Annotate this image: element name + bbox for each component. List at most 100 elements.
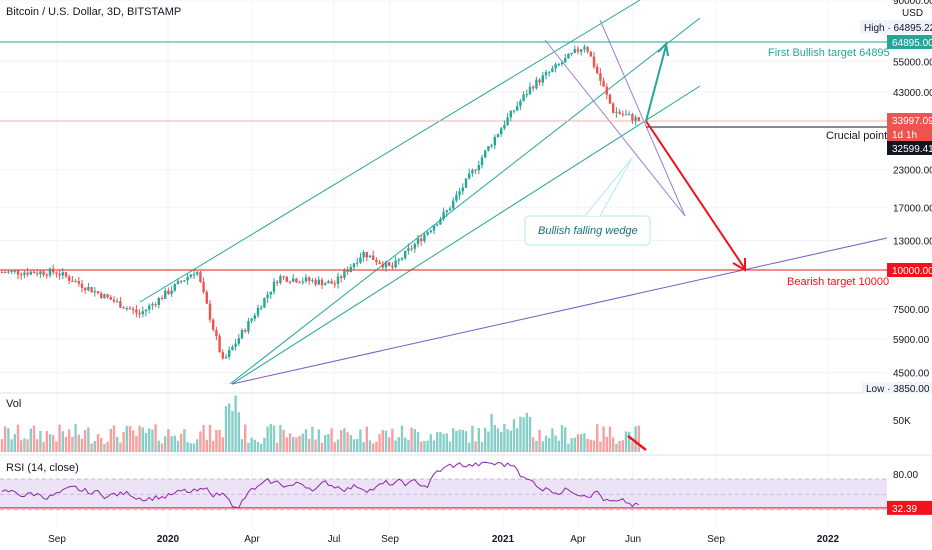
volume-bar [340, 430, 343, 452]
rsi-value-badge [887, 500, 932, 515]
volume-bar [170, 436, 173, 452]
price-mark-badge-4 [887, 263, 932, 277]
bullish-arrowhead [657, 41, 669, 57]
volume-bar [23, 438, 26, 452]
candle-body [637, 117, 640, 121]
volume-bar [308, 438, 311, 452]
candle-body [624, 114, 628, 116]
volume-bar [586, 438, 589, 452]
candle-body [36, 273, 39, 275]
candle-body [311, 280, 314, 282]
candle-body [247, 320, 250, 332]
volume-bar [356, 439, 359, 452]
volume-bar [160, 443, 164, 452]
candle-body [205, 291, 208, 304]
volume-bar [583, 433, 586, 452]
x-tick-0: Sep [48, 534, 66, 545]
crucial-point-label: Crucial point [826, 130, 887, 142]
candle-body [333, 283, 336, 285]
volume-bar [266, 426, 269, 452]
volume-bar [173, 435, 176, 452]
wedge-lower [599, 19, 686, 217]
bearish-arrowhead [732, 258, 746, 272]
candle-body [173, 284, 176, 291]
price-tick-1: 55000.00 [893, 57, 932, 68]
volume-bar [112, 425, 116, 452]
candle-body [116, 301, 119, 303]
x-tick-9: 2022 [817, 534, 840, 545]
candle-body [407, 248, 410, 251]
volume-label: Vol [6, 398, 22, 410]
candle-body [458, 191, 461, 196]
volume-bar [154, 424, 157, 452]
candle-body [234, 343, 237, 347]
volume-bar [138, 425, 141, 452]
rsi-line [1, 461, 640, 509]
candle-body [477, 165, 480, 171]
volume-bar [631, 441, 634, 452]
volume-bar [519, 416, 522, 452]
candle-body [282, 276, 285, 278]
price-mark-badge-1 [887, 113, 932, 127]
volume-bar [32, 425, 36, 452]
candle-body [557, 64, 560, 66]
volume-bar [103, 443, 106, 452]
candle-body [16, 270, 20, 275]
volume-bar [250, 437, 253, 452]
candle-body [394, 260, 397, 268]
channel-middle [229, 17, 701, 385]
volume-bar [458, 429, 461, 452]
candle-body [602, 80, 605, 87]
candle-body [567, 54, 570, 59]
volume-bar [404, 437, 407, 452]
volume-bar [410, 427, 413, 452]
candle-body [55, 272, 58, 274]
volume-bar [484, 427, 487, 452]
volume-bar [148, 428, 151, 452]
volume-bar [93, 441, 96, 452]
candle-body [340, 276, 343, 278]
wedge-upper [544, 39, 686, 217]
volume-bar [490, 413, 493, 452]
candle-body [48, 268, 52, 276]
volume-bar [637, 425, 640, 452]
candle-body [583, 47, 586, 50]
candle-body [535, 79, 538, 89]
volume-bar [311, 426, 314, 452]
candle-body [525, 94, 528, 96]
candle-body [186, 276, 189, 281]
candle-body [189, 274, 192, 277]
candle-body [442, 212, 445, 220]
candle-body [509, 110, 512, 118]
volume-bar [100, 438, 103, 452]
volume-bar [202, 425, 205, 452]
candle-body [0, 272, 4, 274]
candle-body [224, 356, 228, 359]
volume-bar [327, 434, 330, 452]
x-tick-1: 2020 [157, 534, 180, 545]
x-tick-2: Apr [244, 534, 260, 545]
candle-body [532, 86, 535, 89]
volume-bar [442, 433, 445, 452]
volume-bar [288, 433, 292, 452]
volume-bar [135, 435, 138, 452]
volume-bar [74, 424, 77, 452]
candle-body [119, 301, 122, 308]
candle-body [61, 272, 64, 276]
volume-bar [439, 431, 442, 452]
candle-body [253, 315, 256, 319]
candle-body [7, 271, 10, 273]
candle-body [359, 257, 362, 263]
volume-bar [522, 417, 525, 452]
candle-body [628, 114, 631, 116]
volume-bar [525, 412, 528, 452]
candle-body [420, 238, 423, 242]
volume-bar [455, 430, 458, 452]
volume-bar [413, 428, 416, 452]
volume-bar [535, 440, 538, 452]
volume-bar [544, 435, 548, 452]
candle-body [135, 309, 138, 313]
candle-body [77, 281, 80, 284]
price-candles [0, 44, 640, 360]
